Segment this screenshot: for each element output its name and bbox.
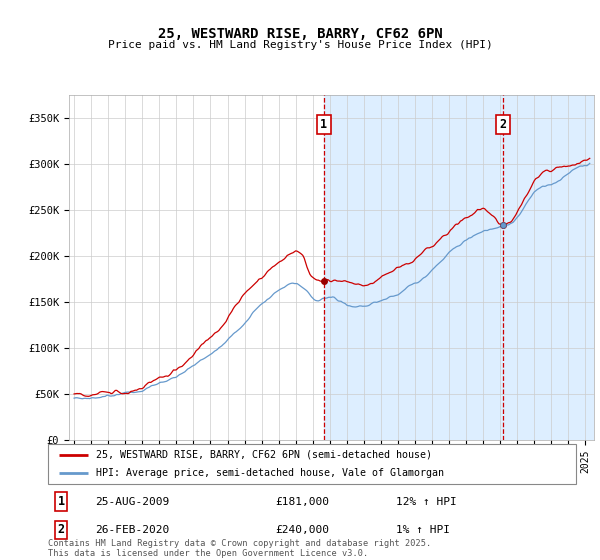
Bar	[324, 95, 594, 440]
FancyBboxPatch shape	[48, 444, 576, 484]
Text: 2: 2	[499, 118, 506, 131]
Text: 12% ↑ HPI: 12% ↑ HPI	[397, 497, 457, 507]
Text: £181,000: £181,000	[275, 497, 329, 507]
Text: 2: 2	[58, 524, 65, 536]
Text: 25, WESTWARD RISE, BARRY, CF62 6PN (semi-detached house): 25, WESTWARD RISE, BARRY, CF62 6PN (semi…	[95, 450, 431, 460]
Text: 25, WESTWARD RISE, BARRY, CF62 6PN: 25, WESTWARD RISE, BARRY, CF62 6PN	[158, 27, 442, 41]
Text: Price paid vs. HM Land Registry's House Price Index (HPI): Price paid vs. HM Land Registry's House …	[107, 40, 493, 50]
Text: Contains HM Land Registry data © Crown copyright and database right 2025.
This d: Contains HM Land Registry data © Crown c…	[48, 539, 431, 558]
Text: 26-FEB-2020: 26-FEB-2020	[95, 525, 170, 535]
Text: 25-AUG-2009: 25-AUG-2009	[95, 497, 170, 507]
Text: 1: 1	[320, 118, 328, 131]
Text: £240,000: £240,000	[275, 525, 329, 535]
Text: HPI: Average price, semi-detached house, Vale of Glamorgan: HPI: Average price, semi-detached house,…	[95, 468, 443, 478]
Text: 1% ↑ HPI: 1% ↑ HPI	[397, 525, 451, 535]
Text: 1: 1	[58, 495, 65, 508]
